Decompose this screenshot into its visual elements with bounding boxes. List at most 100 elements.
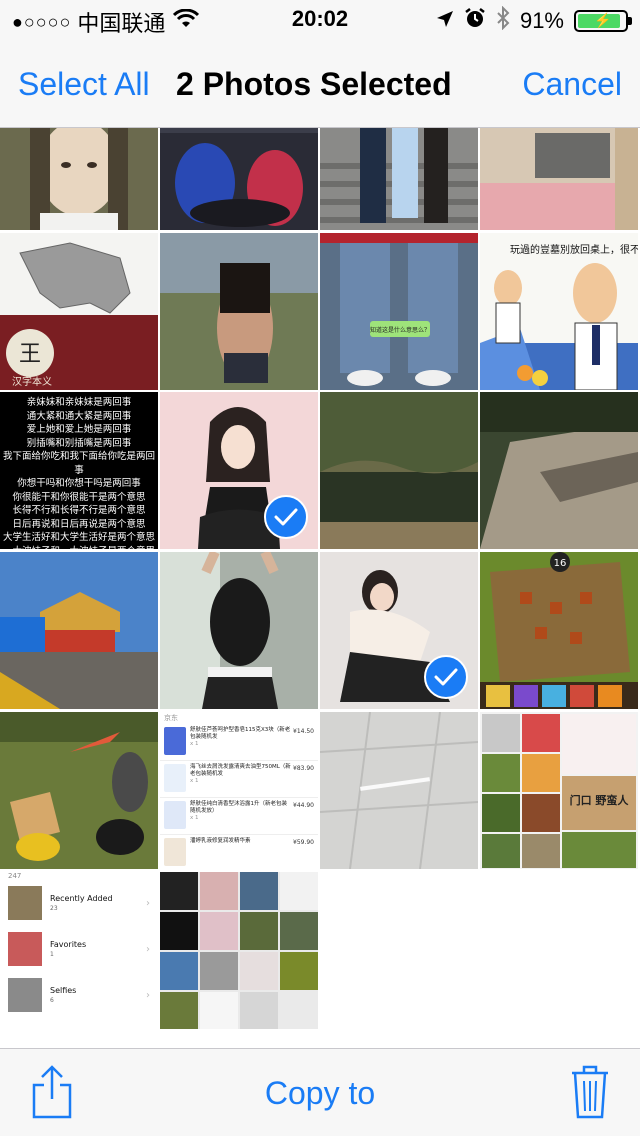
photo-thumbnail[interactable] <box>160 872 318 1029</box>
album-row: Favorites 1 › <box>0 926 158 972</box>
signal-strength: ●○○○○ <box>12 11 72 32</box>
chevron-right-icon: › <box>146 897 150 909</box>
order-item: 海飞丝去屑洗发露清爽去油型750ML（新老包装随机发 x 1 ¥83.90 <box>160 761 318 798</box>
album-name: Recently Added <box>50 894 113 903</box>
photo-thumbnail[interactable] <box>160 552 318 709</box>
selected-checkmark-icon <box>264 495 308 539</box>
product-price: ¥14.50 <box>293 728 314 735</box>
album-top-count: 247 <box>8 872 22 880</box>
photo-thumbnail[interactable]: 门口 野蛮人 <box>480 712 638 869</box>
photo-thumbnail[interactable] <box>160 128 318 230</box>
bluetooth-icon <box>496 5 510 36</box>
poem-line: 大学生活好和大学生活好是两个意思 <box>2 532 155 543</box>
product-image <box>164 764 186 792</box>
game-badge: 16 <box>554 558 567 569</box>
album-count: 1 <box>50 951 54 958</box>
screenshot-albums[interactable]: 247 Recently Added 23 › Favorites 1 › Selfies 6… <box>0 872 158 1029</box>
poem-line: 长得不行和长得不行是两个意思 <box>12 505 146 516</box>
clock: 20:02 <box>291 6 349 31</box>
order-header: 京东 <box>164 714 178 722</box>
location-icon <box>436 8 454 34</box>
photo-thumbnail[interactable]: 16 <box>480 552 638 709</box>
photo-thumbnail[interactable]: 王 汉字本义 <box>0 233 158 390</box>
album-list: Recently Added 23 › Favorites 1 › Selfies 6 › <box>0 880 158 1018</box>
poem-line: 我下面给你吃和我下面给你吃是两回事 <box>2 451 155 476</box>
battery-icon: ⚡ <box>574 10 632 32</box>
navigation-bar: Select All 2 Photos Selected Cancel <box>0 40 640 128</box>
chat-bubble-text: 知道这是什么意思么？ <box>370 326 430 334</box>
photo-thumbnail-selected[interactable] <box>160 392 318 549</box>
album-row: Recently Added 23 › <box>0 880 158 926</box>
product-image <box>164 838 186 866</box>
movie-title: 门口 野蛮人 <box>570 793 630 807</box>
poem-line: 日后再说和日后再说是两个意思 <box>12 518 146 530</box>
poem-line: 你想干吗和你想干吗是两回事 <box>17 478 141 489</box>
product-name: 舒肤佳纯白清香型沐浴露1升（新老包装随机发放） <box>190 801 288 814</box>
photo-thumbnail[interactable] <box>480 128 638 230</box>
photo-thumbnail[interactable] <box>0 128 158 230</box>
photo-thumbnail[interactable]: 知道这是什么意思么？ <box>320 233 478 390</box>
product-price: ¥83.90 <box>293 765 314 772</box>
product-qty: x 1 <box>190 815 199 821</box>
copy-to-button[interactable]: Copy to <box>264 1075 376 1111</box>
album-count: 6 <box>50 997 54 1004</box>
photo-thumbnail-selected[interactable] <box>320 552 478 709</box>
photo-thumbnail[interactable] <box>0 552 158 709</box>
select-all-button[interactable]: Select All <box>18 66 150 102</box>
logo-caption: 汉字本义 <box>12 375 52 388</box>
album-name: Favorites <box>50 940 87 949</box>
order-item: 舒肤佳纯白清香型沐浴露1升（新老包装随机发放） x 1 ¥44.90 <box>160 798 318 835</box>
logo-char: 王 <box>19 342 41 367</box>
poem-line: 一大波妹子和一大波妹子是两个意思 <box>0 545 158 550</box>
alarm-icon <box>464 7 486 35</box>
photo-thumbnail[interactable] <box>320 712 478 869</box>
status-right: 91% ⚡ <box>426 5 632 36</box>
poem-text: 亲妹妹和亲妹妹是两回事 通大紧和通大紧是两回事 爱上她和爱上她是两回事 别插嘴和别插嘴… <box>0 392 158 549</box>
product-price: ¥59.90 <box>293 839 314 846</box>
wifi-icon <box>173 8 200 35</box>
poem-line: 亲妹妹和亲妹妹是两回事 <box>26 397 132 408</box>
product-qty: x 1 <box>190 741 199 747</box>
bottom-toolbar: Copy to <box>0 1048 640 1136</box>
album-name: Selfies <box>50 986 77 995</box>
order-item: 潘婷乳液修复润发精华素 ¥59.90 <box>160 835 318 869</box>
chevron-right-icon: › <box>146 943 150 955</box>
album-thumbnail <box>8 978 42 1012</box>
album-thumbnail <box>8 886 42 920</box>
poem-line: 你很能干和你很能干是两个意思 <box>12 491 146 503</box>
poem-line: 爱上她和爱上她是两回事 <box>26 424 132 435</box>
photo-thumbnail[interactable]: 亲妹妹和亲妹妹是两回事 通大紧和通大紧是两回事 爱上她和爱上她是两回事 别插嘴和别插嘴… <box>0 392 158 549</box>
order-item: 舒肤佳芦荟呵护型香皂115克X3块（新老包装随机发 x 1 ¥14.50 <box>160 724 318 761</box>
page-title: 2 Photos Selected <box>176 66 452 102</box>
photo-thumbnail[interactable] <box>0 712 158 869</box>
photo-thumbnail[interactable] <box>320 128 478 230</box>
product-name: 舒肤佳芦荟呵护型香皂115克X3块（新老包装随机发 <box>190 727 291 740</box>
selected-checkmark-icon <box>424 655 468 699</box>
photo-thumbnail[interactable] <box>320 392 478 549</box>
photo-thumbnail[interactable] <box>480 392 638 549</box>
cancel-button[interactable]: Cancel <box>522 66 622 102</box>
product-name: 潘婷乳液修复润发精华素 <box>190 838 251 844</box>
poem-line: 别插嘴和别插嘴是两回事 <box>26 437 132 449</box>
order-items: 舒肤佳芦荟呵护型香皂115克X3块（新老包装随机发 x 1 ¥14.50 海飞丝去屑洗… <box>160 724 318 869</box>
photo-thumbnail[interactable] <box>160 233 318 390</box>
poem-line: 通大紧和通大紧是两回事 <box>26 410 132 422</box>
album-count: 23 <box>50 905 58 912</box>
status-bar: ●○○○○ 中国联通 20:02 91% ⚡ <box>0 0 640 40</box>
album-thumbnail <box>8 932 42 966</box>
photo-thumbnail[interactable]: 玩過的豈墓別放回桌上，很不衛生！ <box>480 233 638 390</box>
product-qty: x 1 <box>190 778 199 784</box>
copy-to-container: Copy to <box>0 1075 640 1112</box>
status-left: ●○○○○ 中国联通 <box>12 6 200 38</box>
screenshot-order-list[interactable]: 京东 舒肤佳芦荟呵护型香皂115克X3块（新老包装随机发 x 1 ¥14.50 海飞丝… <box>160 712 318 869</box>
product-name: 海飞丝去屑洗发露清爽去油型750ML（新老包装随机发 <box>190 764 291 777</box>
product-image <box>164 727 186 755</box>
album-row: Selfies 6 › <box>0 972 158 1018</box>
trash-icon[interactable] <box>570 1065 610 1124</box>
product-image <box>164 801 186 829</box>
share-icon[interactable] <box>30 1065 74 1124</box>
comic-text: 玩過的豈墓別放回桌上，很不衛生！ <box>510 243 638 256</box>
product-price: ¥44.90 <box>293 802 314 809</box>
carrier-name: 中国联通 <box>77 11 166 36</box>
battery-percent: 91% <box>519 8 564 33</box>
